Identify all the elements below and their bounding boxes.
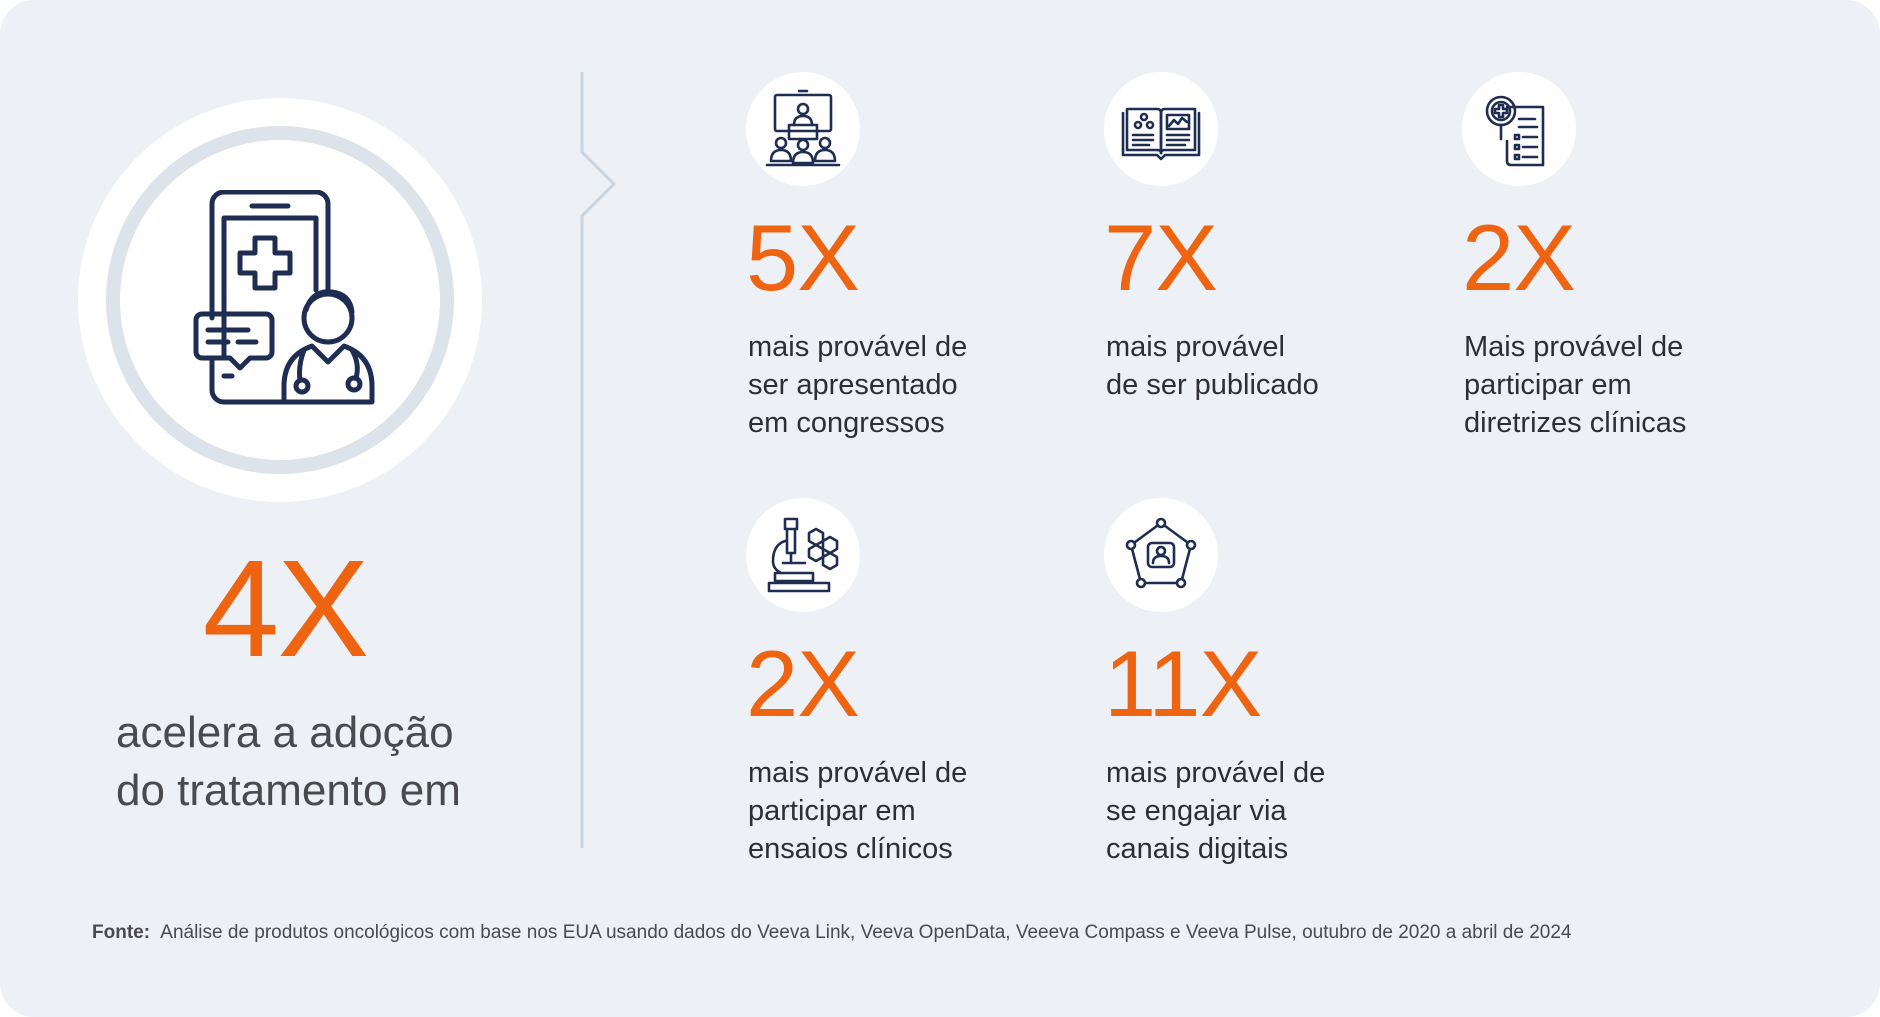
stat-description-line: de ser publicado <box>1106 369 1319 401</box>
stat-description-line: em congressos <box>748 407 945 439</box>
stat-description-line: participar em <box>1464 369 1632 401</box>
stat-multiplier: 2X <box>1462 205 1576 310</box>
hero-caption: acelera a adoção do tratamento em <box>116 704 516 820</box>
stat-multiplier: 2X <box>746 631 860 736</box>
hero-caption-line: do tratamento em <box>116 766 461 815</box>
stat-description-line: mais provável de <box>748 331 968 363</box>
source-text: Análise de produtos oncológicos com base… <box>160 922 1572 943</box>
stat-icon-badge <box>746 72 860 186</box>
stat-icon-badge <box>746 498 860 612</box>
microscope-molecule-icon <box>767 517 839 593</box>
stat-description-line: se engajar via <box>1106 795 1287 827</box>
conference-presentation-icon <box>765 89 841 167</box>
stat-icon-badge <box>1462 72 1576 186</box>
digital-network-person-icon <box>1125 517 1197 589</box>
stat-description-line: ensaios clínicos <box>748 833 953 865</box>
stat-description-line: mais provável <box>1106 331 1285 363</box>
stat-multiplier: 11X <box>1104 631 1262 736</box>
hero-caption-line: acelera a adoção <box>116 708 454 757</box>
stat-description: mais provável de ser publicado <box>1106 328 1426 404</box>
clinical-guideline-document-icon <box>1485 95 1545 167</box>
source-label: Fonte: <box>92 922 151 943</box>
open-journal-icon <box>1121 107 1201 161</box>
stat-icon-badge <box>1104 498 1218 612</box>
stat-description: Mais provável de participar em diretrize… <box>1464 328 1784 442</box>
stat-description-line: mais provável de <box>748 757 968 789</box>
stat-description-line: canais digitais <box>1106 833 1289 865</box>
stat-icon-badge <box>1104 72 1218 186</box>
stat-description-line: mais provável de <box>1106 757 1326 789</box>
source-note: Fonte: Análise de produtos oncológicos c… <box>92 920 1571 946</box>
stat-description-line: participar em <box>748 795 916 827</box>
stat-multiplier: 5X <box>746 205 860 310</box>
stat-description-line: Mais provável de <box>1464 331 1684 363</box>
stat-description: mais provável de se engajar via canais d… <box>1106 754 1426 868</box>
stat-description-line: diretrizes clínicas <box>1464 407 1687 439</box>
hero-multiplier: 4X <box>202 532 370 686</box>
stat-description: mais provável de participar em ensaios c… <box>748 754 1068 868</box>
stat-description-line: ser apresentado <box>748 369 958 401</box>
stat-multiplier: 7X <box>1104 205 1218 310</box>
stat-description: mais provável de ser apresentado em cong… <box>748 328 1068 442</box>
section-divider <box>580 72 617 848</box>
telehealth-doctor-tablet-icon <box>193 190 375 405</box>
